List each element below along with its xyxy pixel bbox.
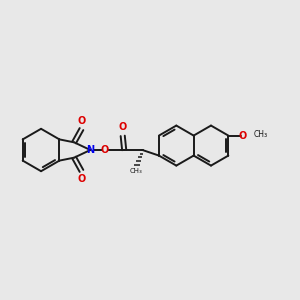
Text: CH₃: CH₃	[129, 168, 142, 174]
Text: N: N	[86, 145, 94, 155]
Text: O: O	[77, 174, 86, 184]
Text: CH₃: CH₃	[254, 130, 268, 140]
Text: O: O	[77, 116, 86, 126]
Text: O: O	[239, 130, 247, 141]
Text: O: O	[118, 122, 127, 132]
Text: O: O	[101, 145, 109, 155]
